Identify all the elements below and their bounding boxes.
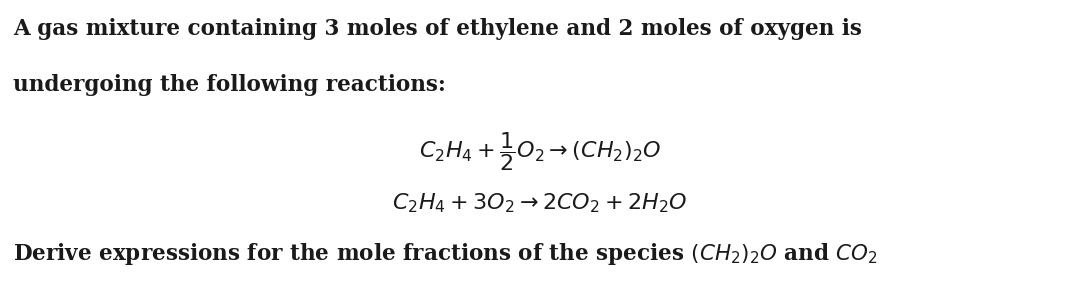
Text: $C_2H_4 + 3O_2 \rightarrow 2CO_2 + 2H_2O$: $C_2H_4 + 3O_2 \rightarrow 2CO_2 + 2H_2O… bbox=[392, 191, 688, 215]
Text: A gas mixture containing 3 moles of ethylene and 2 moles of oxygen is: A gas mixture containing 3 moles of ethy… bbox=[13, 18, 862, 40]
Text: $C_2H_4 + \dfrac{1}{2}O_2 \rightarrow (CH_2)_2O$: $C_2H_4 + \dfrac{1}{2}O_2 \rightarrow (C… bbox=[419, 130, 661, 173]
Text: undergoing the following reactions:: undergoing the following reactions: bbox=[13, 74, 446, 96]
Text: Derive expressions for the mole fractions of the species $(CH_2)_2O$ and $CO_2$: Derive expressions for the mole fraction… bbox=[13, 241, 878, 267]
